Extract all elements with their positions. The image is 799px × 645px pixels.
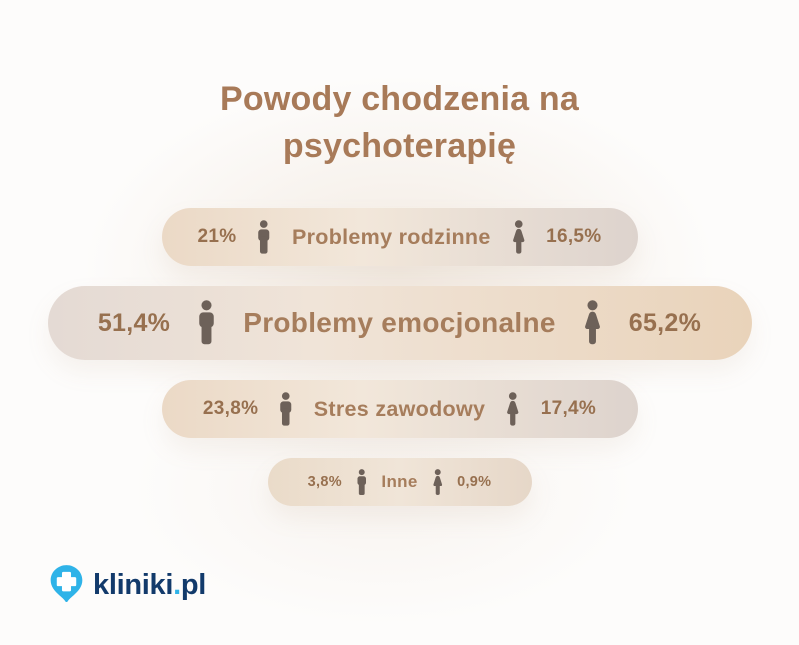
brand-name-dot: .	[173, 569, 181, 601]
stat-row: 23,8% Stres zawodowy 17,4%	[161, 380, 638, 438]
male-percentage: 3,8%	[307, 474, 342, 490]
brand-name-main: kliniki	[93, 569, 174, 601]
female-person-icon	[510, 219, 528, 255]
male-percentage: 21%	[197, 226, 237, 247]
male-percentage: 23,8%	[202, 398, 259, 419]
male-person-icon	[195, 300, 218, 346]
reason-label: Problemy rodzinne	[291, 224, 491, 249]
reason-label: Stres zawodowy	[313, 396, 486, 421]
page-title-line1: Powody chodzenia na	[220, 80, 579, 118]
male-person-icon	[255, 219, 273, 255]
location-pin-plus-icon	[50, 565, 83, 602]
reason-label: Problemy emocjonalne	[243, 307, 556, 338]
female-person-icon	[504, 391, 522, 427]
reason-label: Inne	[381, 472, 418, 491]
brand-name-tld: pl	[180, 569, 207, 601]
female-percentage: 16,5%	[546, 226, 602, 247]
female-percentage: 17,4%	[540, 398, 597, 419]
stat-row: 21% Problemy rodzinne 16,5%	[161, 208, 638, 266]
brand-name: kliniki.pl	[93, 569, 206, 602]
female-person-icon	[431, 468, 445, 496]
page-title-line2: psychoterapię	[282, 126, 517, 165]
brand-logo: kliniki.pl	[48, 564, 206, 607]
page-title: Powody chodzenia na psychoterapię	[0, 76, 799, 170]
female-person-icon	[581, 300, 604, 346]
stat-row: 51,4% Problemy emocjonalne 65,2%	[47, 286, 752, 360]
male-percentage: 51,4%	[97, 308, 171, 337]
female-percentage: 0,9%	[457, 474, 492, 490]
stats-rows: 21% Problemy rodzinne 16,5% 51,4%	[0, 208, 799, 506]
male-person-icon	[355, 468, 369, 496]
male-person-icon	[277, 391, 295, 427]
stat-row: 3,8% Inne 0,9%	[267, 458, 532, 506]
female-percentage: 65,2%	[628, 308, 702, 337]
